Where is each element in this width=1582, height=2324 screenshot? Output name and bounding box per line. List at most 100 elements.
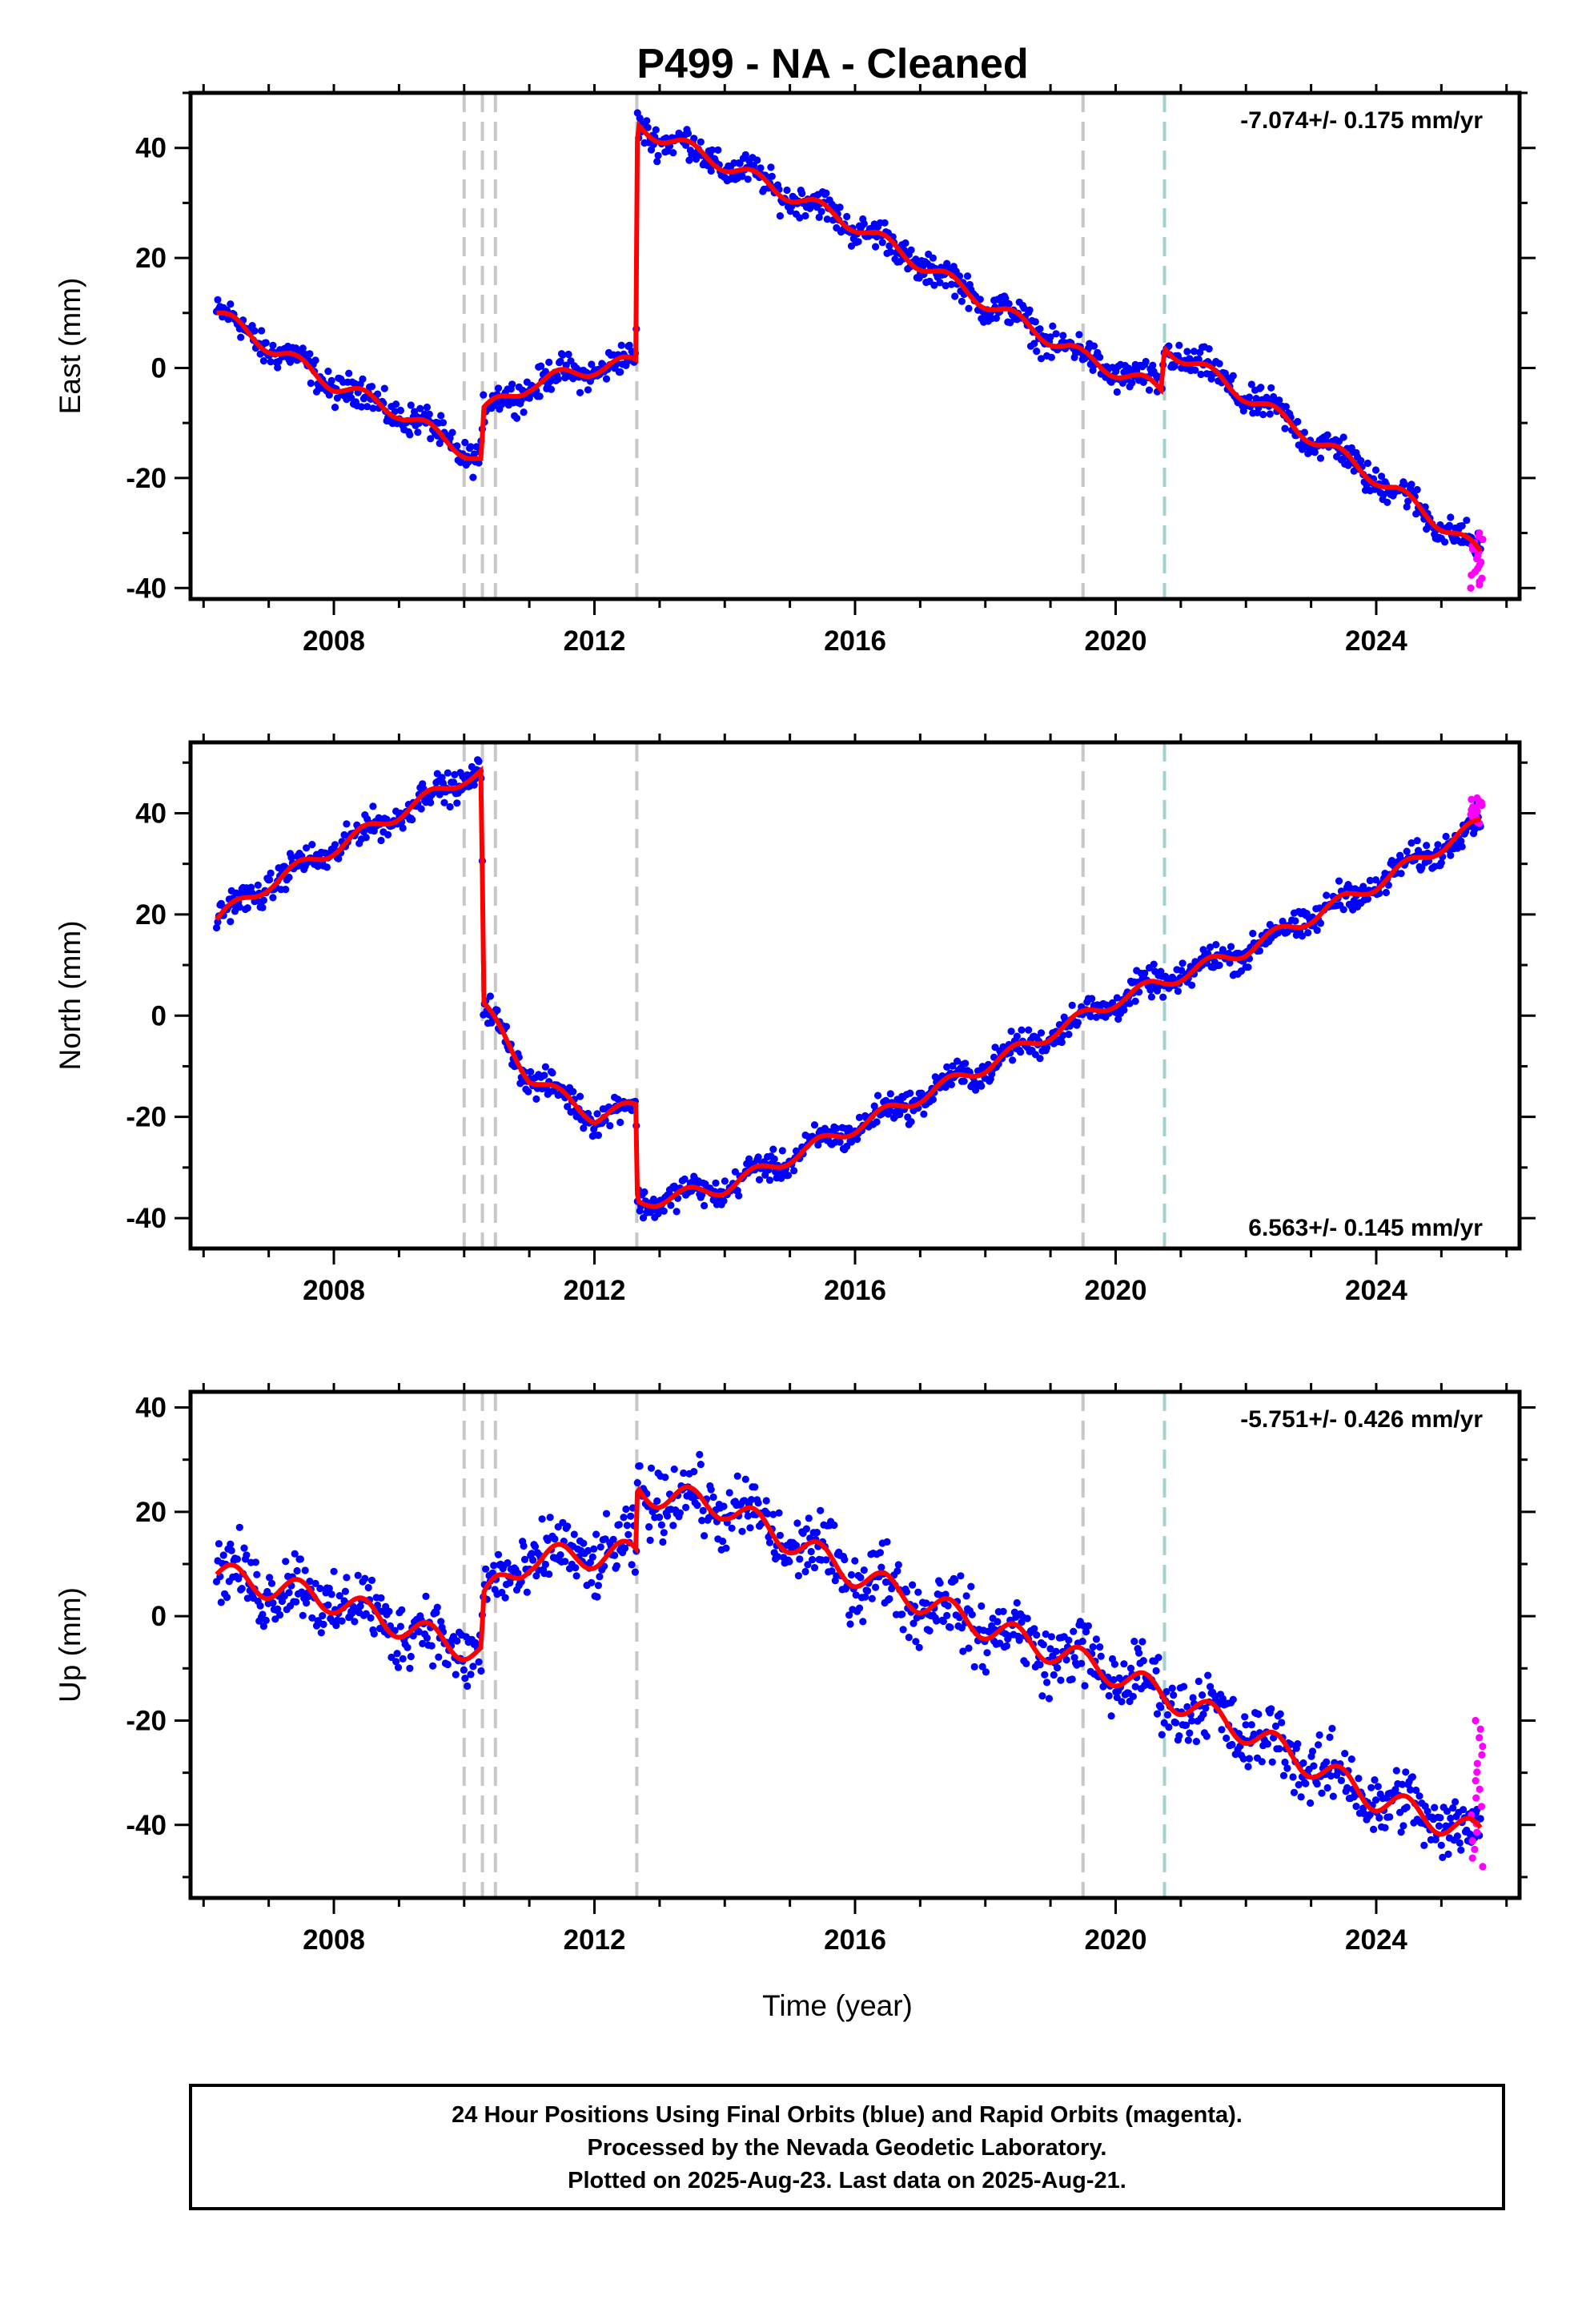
final-orbit-point xyxy=(847,1570,856,1579)
final-orbit-point xyxy=(345,369,353,377)
final-orbit-point xyxy=(262,339,270,347)
final-orbit-point xyxy=(274,364,282,372)
final-orbit-point xyxy=(369,802,377,810)
final-orbit-point xyxy=(1183,348,1191,356)
final-orbit-point xyxy=(978,1663,986,1671)
final-orbit-point xyxy=(762,1497,770,1505)
final-orbit-point xyxy=(298,1588,306,1596)
final-orbit-point xyxy=(269,1599,277,1607)
velocity-label: -5.751+/- 0.426 mm/yr xyxy=(1240,1406,1483,1433)
final-orbit-point xyxy=(1363,459,1371,468)
final-orbit-point xyxy=(592,1530,600,1538)
final-orbit-point xyxy=(656,1514,664,1522)
y-tick-label: 0 xyxy=(151,1000,167,1031)
final-orbit-point xyxy=(1267,1705,1275,1713)
up-panel: 2008 2012 2016 2020 2024 -40 -20 0 20 40 Up (mm) -5… xyxy=(54,1383,1536,1956)
y-tick-label: 0 xyxy=(151,1601,167,1632)
final-orbit-point xyxy=(452,1671,460,1679)
final-orbit-point xyxy=(636,1462,644,1470)
final-orbit-point xyxy=(324,368,332,376)
final-orbit-point xyxy=(580,1124,588,1132)
final-orbit-point xyxy=(1037,355,1046,363)
final-orbit-point xyxy=(480,391,488,399)
final-orbit-point xyxy=(1045,1695,1054,1703)
final-orbit-point xyxy=(291,1550,299,1558)
final-orbit-point xyxy=(569,375,577,383)
final-orbit-point xyxy=(1058,1038,1066,1047)
final-orbit-point xyxy=(1323,1758,1331,1766)
final-orbit-point xyxy=(1445,521,1453,529)
final-orbit-point xyxy=(929,1096,937,1104)
final-orbit-point xyxy=(437,412,445,420)
final-orbit-point xyxy=(1294,1740,1302,1748)
final-orbit-point xyxy=(817,1506,825,1514)
final-orbit-point xyxy=(1275,396,1283,404)
final-orbit-point xyxy=(306,1578,314,1586)
final-orbit-point xyxy=(673,1208,681,1216)
final-orbit-point xyxy=(477,1667,485,1675)
rapid-orbit-points xyxy=(1468,1716,1487,1871)
final-orbit-point xyxy=(482,1565,490,1573)
final-orbit-point xyxy=(873,1092,882,1100)
final-orbit-point xyxy=(1186,1729,1194,1737)
final-orbit-point xyxy=(423,403,432,412)
final-orbit-point xyxy=(731,1168,740,1176)
y-tick-label: -20 xyxy=(126,1705,167,1736)
final-orbit-point xyxy=(502,1023,511,1031)
final-orbit-point xyxy=(876,1549,884,1557)
final-orbit-point xyxy=(746,1524,754,1532)
final-orbit-point xyxy=(1355,1775,1363,1783)
y-tick-label: -40 xyxy=(126,573,167,604)
final-orbit-point xyxy=(881,219,889,227)
rapid-orbit-point xyxy=(1472,1794,1480,1802)
final-orbit-point xyxy=(747,1496,756,1504)
final-orbit-point xyxy=(906,1089,914,1097)
final-orbit-point xyxy=(764,1510,772,1518)
final-orbit-point xyxy=(493,1006,501,1015)
final-orbit-point xyxy=(968,1610,976,1618)
final-orbit-point xyxy=(1114,1015,1122,1023)
final-orbit-point xyxy=(1382,888,1390,897)
final-orbit-point xyxy=(414,428,422,436)
final-orbit-point xyxy=(653,1497,661,1505)
final-orbit-point xyxy=(1437,858,1445,866)
final-orbit-point xyxy=(399,1655,407,1663)
final-orbit-point xyxy=(669,149,677,157)
final-orbit-point xyxy=(247,883,255,891)
final-orbit-point xyxy=(508,380,516,388)
final-orbit-point xyxy=(1343,1783,1351,1792)
final-orbit-point xyxy=(693,1502,701,1510)
final-orbit-point xyxy=(907,246,915,254)
x-tick-label: 2024 xyxy=(1345,1924,1407,1956)
final-orbit-point xyxy=(541,1063,550,1071)
final-orbit-point xyxy=(1154,1654,1162,1662)
final-orbit-point xyxy=(361,1574,369,1582)
final-orbit-point xyxy=(266,1574,274,1582)
final-orbit-point xyxy=(327,1590,335,1598)
final-orbit-point xyxy=(251,1558,259,1566)
final-orbit-point xyxy=(580,1539,588,1547)
final-orbit-point xyxy=(520,1542,528,1550)
final-orbit-point xyxy=(958,1624,966,1632)
final-orbit-point xyxy=(855,1604,864,1612)
final-orbit-point xyxy=(423,1634,432,1642)
east-panel: 2008 2012 2016 2020 2024 -40 -20 0 20 40 East (mm)… xyxy=(54,84,1536,657)
final-orbit-point xyxy=(524,1088,532,1096)
final-orbit-point xyxy=(1229,1695,1237,1703)
final-orbit-point xyxy=(548,1069,556,1077)
x-tick-label: 2016 xyxy=(824,1275,886,1306)
final-orbit-point xyxy=(470,781,478,789)
final-orbit-point xyxy=(251,327,259,335)
final-orbit-point xyxy=(319,1620,327,1628)
final-orbit-point xyxy=(285,873,293,882)
final-orbit-point xyxy=(256,350,264,358)
final-orbit-point xyxy=(617,341,625,349)
final-orbit-point xyxy=(701,1532,709,1540)
final-orbit-point xyxy=(1223,1734,1231,1743)
rapid-orbit-point xyxy=(1477,1803,1486,1811)
final-orbit-point xyxy=(636,115,644,123)
final-orbit-point xyxy=(461,1675,469,1683)
final-orbit-point xyxy=(1202,1704,1210,1712)
final-orbit-point xyxy=(311,1579,319,1587)
final-orbit-point xyxy=(303,844,311,852)
